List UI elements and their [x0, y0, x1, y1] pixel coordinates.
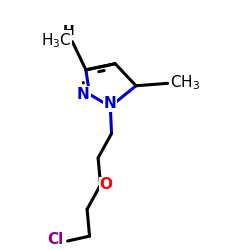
- Text: N: N: [104, 96, 117, 111]
- Text: $\mathsf{H_3C}$: $\mathsf{H_3C}$: [40, 31, 71, 50]
- Text: H: H: [63, 24, 75, 38]
- Text: $\mathsf{CH_3}$: $\mathsf{CH_3}$: [170, 74, 200, 92]
- Text: Cl: Cl: [47, 232, 63, 247]
- Text: N: N: [77, 87, 90, 102]
- Text: O: O: [100, 177, 112, 192]
